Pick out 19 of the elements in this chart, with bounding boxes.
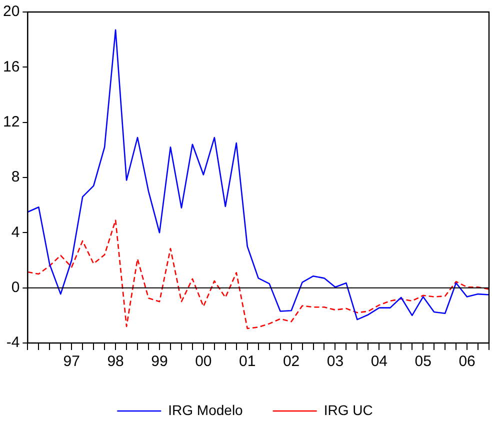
legend-label: IRG Modelo [168,402,244,418]
x-tick-label: 06 [458,353,476,370]
y-tick-label: -4 [6,334,20,352]
x-tick-label: 02 [282,353,300,370]
x-tick-label: 97 [63,353,80,370]
y-tick-label: 4 [11,224,20,241]
x-tick-label: 98 [107,353,124,370]
y-tick-label: 12 [2,113,20,130]
x-tick-label: 01 [239,353,256,370]
y-tick-label: 0 [11,278,20,296]
x-tick-label: 05 [414,353,432,370]
x-tick-label: 03 [326,353,344,370]
x-tick-label: 04 [370,353,388,370]
legend-label: IRG UC [324,402,373,418]
y-tick-label: 8 [11,168,20,186]
y-tick-label: 20 [2,3,20,20]
y-tick-label: 16 [2,58,20,76]
x-tick-label: 99 [151,353,168,370]
x-tick-label: 00 [195,353,212,370]
